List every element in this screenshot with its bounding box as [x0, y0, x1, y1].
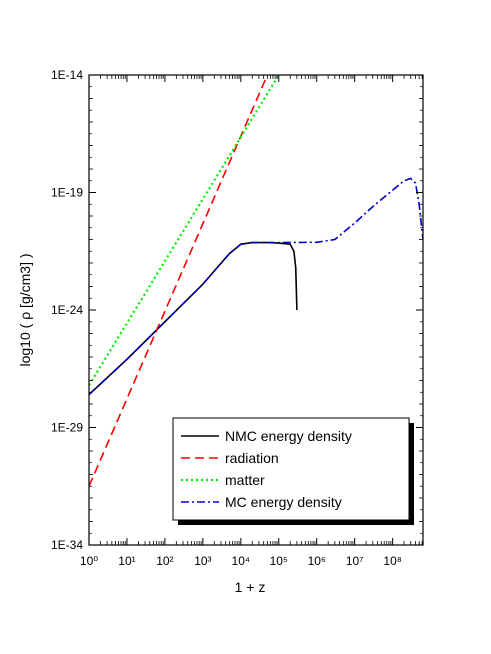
series-line-0 [89, 241, 298, 396]
legend-label: MC energy density [225, 494, 342, 510]
x-tick-label: 10² [156, 554, 173, 568]
x-tick-label: 10⁶ [308, 554, 326, 568]
x-tick-label: 10⁷ [346, 554, 364, 568]
x-tick-label: 10⁰ [80, 554, 98, 568]
y-tick-label: 1E-29 [51, 421, 83, 435]
tick-labels: 10⁰ 10¹ 10² 10³ 10⁴ 10⁵ 10⁶ 10⁷ 10⁸ 1E-34 1E-29 1E-… [51, 68, 402, 568]
y-tick-label: 1E-14 [51, 68, 83, 82]
axes-layer [88, 74, 424, 546]
series-line-3 [89, 177, 423, 396]
series-layer [89, 75, 423, 487]
series-line-2 [89, 75, 280, 386]
series-line-1 [89, 75, 269, 487]
legend-label: matter [225, 472, 265, 488]
legend-label: NMC energy density [225, 428, 352, 444]
x-tick-label: 10⁸ [383, 554, 401, 568]
x-tick-label: 10⁵ [270, 554, 288, 568]
y-tick-label: 1E-19 [51, 186, 83, 200]
y-tick-label: 1E-24 [51, 303, 83, 317]
legend: NMC energy density radiation matter MC ener… [172, 417, 414, 525]
legend-label: radiation [225, 450, 279, 466]
x-tick-label: 10¹ [118, 554, 135, 568]
x-tick-label: 10⁴ [232, 554, 251, 568]
y-tick-label: 1E-34 [51, 538, 83, 552]
y-axis-title: log10 ( ρ [g/cm3] ) [17, 253, 33, 366]
x-axis-title: 1 + z [235, 579, 266, 595]
legend-box [172, 417, 410, 521]
x-tick-label: 10³ [194, 554, 211, 568]
